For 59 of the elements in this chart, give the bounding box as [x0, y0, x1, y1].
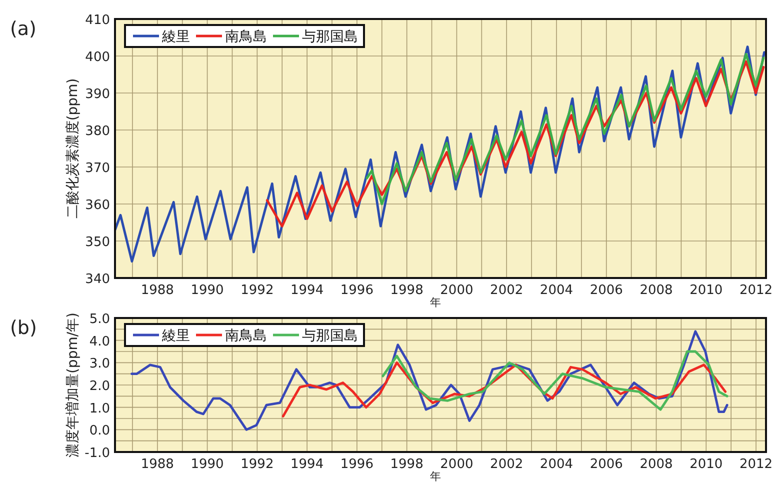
x-tick-label: 1994	[290, 457, 324, 472]
x-axis-title: 年	[430, 296, 441, 309]
x-tick-label: 2004	[540, 457, 574, 472]
x-tick-label: 1996	[340, 283, 374, 298]
y-tick-label: 0.0	[89, 424, 110, 439]
x-tick-label: 2002	[490, 283, 524, 298]
x-tick-label: 1990	[190, 283, 224, 298]
x-tick-label: 1994	[290, 283, 324, 298]
legend-label: 綾里	[161, 29, 190, 45]
x-tick-label: 2010	[690, 457, 723, 472]
x-tick-label: 2006	[590, 457, 623, 472]
legend-label: 与那国島	[302, 328, 358, 344]
y-tick-label: 3.0	[89, 356, 110, 372]
y-tick-label: 350	[85, 235, 110, 250]
chart-title: (b)	[10, 317, 37, 339]
x-tick-label: 2012	[739, 457, 772, 472]
y-axis-title: 濃度年増加量(ppm/年)	[64, 312, 81, 458]
legend-label: 与那国島	[302, 29, 358, 45]
x-tick-label: 2012	[739, 283, 772, 298]
x-axis-title: 年	[430, 470, 441, 483]
x-tick-label: 1992	[240, 457, 274, 472]
x-tick-label: 1996	[340, 457, 374, 472]
line-series	[366, 52, 765, 206]
y-tick-label: 380	[85, 124, 110, 139]
x-tick-label: 1988	[140, 457, 174, 472]
legend-label: 南鳥島	[225, 328, 267, 344]
x-tick-label: 1998	[390, 457, 424, 472]
y-tick-label: 5.0	[89, 312, 110, 327]
line-series	[266, 60, 765, 228]
x-tick-label: 1990	[190, 457, 224, 472]
x-tick-label: 2002	[490, 457, 524, 472]
x-tick-label: 2008	[640, 457, 673, 472]
x-tick-label: 1998	[390, 283, 424, 298]
y-tick-label: 370	[85, 161, 110, 176]
legend-label: 綾里	[161, 328, 190, 344]
line-series	[115, 46, 766, 263]
x-tick-label: 1992	[240, 283, 274, 298]
y-tick-label: 390	[85, 87, 110, 102]
x-tick-label: 1988	[140, 283, 174, 298]
y-tick-label: -1.0	[84, 446, 110, 461]
y-axis-title: 二酸化炭素濃度(ppm)	[65, 78, 81, 219]
x-tick-label: 2010	[690, 283, 723, 298]
x-tick-label: 2006	[590, 283, 623, 298]
line-series	[130, 330, 728, 431]
legend-label: 南鳥島	[225, 29, 267, 45]
line-series	[282, 361, 727, 418]
y-tick-label: 340	[85, 272, 110, 287]
x-tick-label: 2000	[440, 457, 474, 472]
x-tick-label: 2000	[440, 283, 474, 298]
y-tick-label: 400	[85, 50, 110, 65]
y-tick-label: 4.0	[89, 334, 110, 350]
chart-title: (a)	[10, 18, 36, 40]
y-tick-label: 360	[85, 198, 110, 213]
y-tick-label: 1.0	[89, 401, 110, 416]
x-tick-label: 2008	[640, 283, 673, 298]
y-tick-label: 2.0	[89, 379, 110, 394]
y-tick-label: 410	[85, 13, 110, 28]
line-series	[382, 350, 728, 411]
x-tick-label: 2004	[540, 283, 574, 298]
